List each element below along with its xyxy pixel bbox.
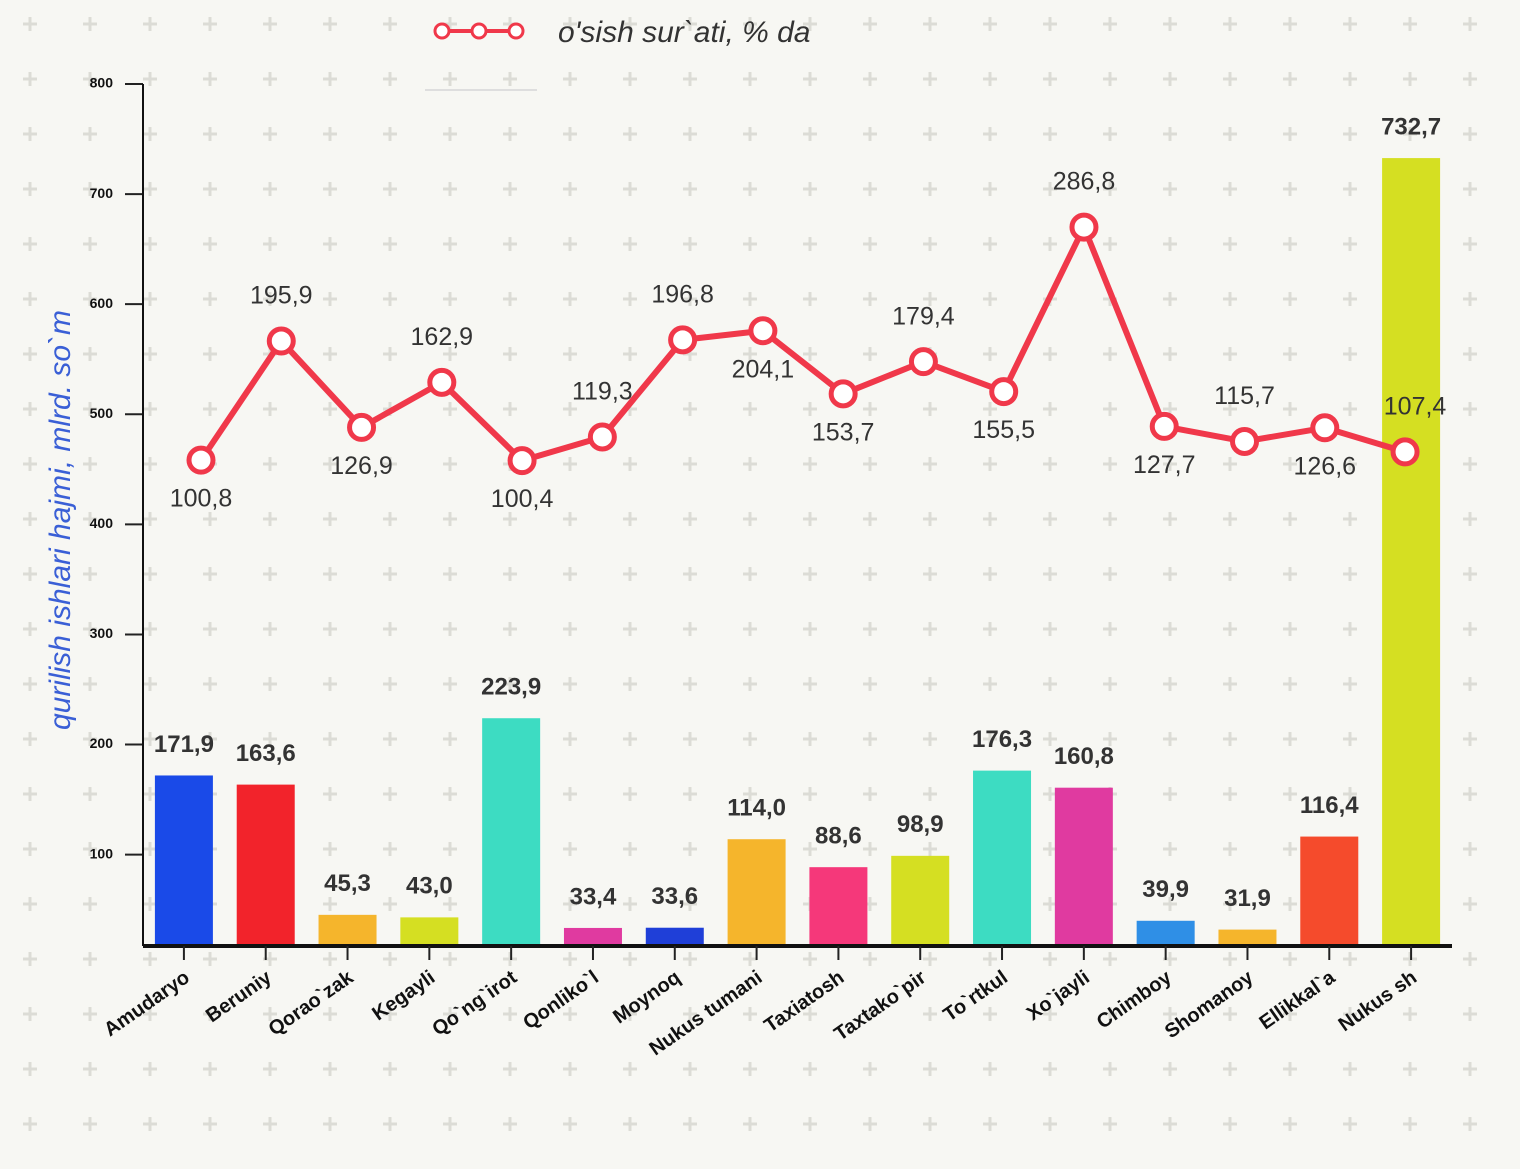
line-marker — [908, 347, 938, 377]
bar — [891, 855, 950, 946]
line-value-label: 204,1 — [732, 355, 795, 383]
bar — [1218, 929, 1277, 946]
bar-value-label: 163,6 — [236, 740, 296, 767]
bar-value-label: 31,9 — [1224, 885, 1271, 912]
bar-value-label: 33,4 — [570, 883, 617, 910]
bar — [809, 867, 868, 946]
line-value-label: 126,6 — [1293, 452, 1356, 480]
line-value-label: 196,8 — [651, 280, 714, 308]
line-marker — [1149, 411, 1179, 441]
legend-marker — [470, 22, 488, 40]
bar-value-label: 98,9 — [897, 811, 944, 838]
bar-value-label: 160,8 — [1054, 743, 1114, 770]
line-value-label: 107,4 — [1384, 392, 1447, 420]
bar — [1054, 787, 1113, 946]
line — [198, 224, 1406, 464]
line-value-label: 153,7 — [812, 418, 875, 446]
legend-marker — [433, 22, 451, 40]
line-marker — [668, 325, 698, 355]
line-marker — [427, 367, 457, 397]
line-value-label: 119,3 — [572, 378, 633, 406]
line-marker — [1390, 437, 1420, 467]
line-value-label: 286,8 — [1053, 168, 1116, 196]
y-tick-label: 800 — [90, 75, 114, 91]
line-marker — [828, 379, 858, 409]
bar — [154, 775, 213, 946]
bar-value-label: 176,3 — [972, 726, 1032, 753]
line-marker — [587, 422, 617, 452]
line-marker — [507, 446, 537, 476]
bar — [482, 718, 541, 946]
bar — [1300, 836, 1359, 946]
line-value-label: 155,5 — [972, 416, 1035, 444]
y-tick-label: 100 — [90, 845, 114, 861]
line-value-label: 126,9 — [330, 452, 393, 480]
bar-value-label: 114,0 — [727, 795, 786, 822]
bar-value-label: 45,3 — [324, 870, 371, 897]
bar-value-label: 39,9 — [1142, 876, 1189, 903]
bar-value-label: 223,9 — [481, 674, 541, 701]
bar-value-label: 171,9 — [154, 731, 214, 758]
line-marker — [1069, 212, 1099, 242]
line-value-label: 100,8 — [170, 485, 233, 513]
y-tick-label: 400 — [90, 515, 114, 531]
line-marker — [989, 377, 1019, 407]
y-tick-label: 500 — [90, 405, 114, 421]
y-tick-label: 700 — [90, 185, 114, 201]
line-marker — [266, 326, 296, 356]
line-value-label: 179,4 — [892, 302, 955, 330]
bar — [400, 917, 459, 946]
legend-label: o'sish sur`ati, % da — [558, 16, 811, 49]
bar — [563, 927, 622, 946]
line-value-label: 100,4 — [491, 485, 554, 513]
bar-value-label: 43,0 — [406, 873, 453, 900]
y-tick-label: 600 — [90, 295, 114, 311]
bar-value-label: 116,4 — [1300, 792, 1359, 819]
line-marker — [186, 445, 216, 475]
line-marker — [347, 412, 377, 442]
bar — [645, 927, 704, 946]
line-marker — [1230, 426, 1260, 456]
line-value-label: 127,7 — [1133, 451, 1196, 479]
bar — [973, 770, 1032, 946]
bar-value-label: 732,7 — [1381, 113, 1441, 140]
bar — [236, 784, 295, 946]
bar-value-label: 33,6 — [651, 883, 698, 910]
bar — [1136, 920, 1195, 946]
line-value-label: 195,9 — [250, 282, 313, 310]
bar — [318, 914, 377, 946]
y-tick-label: 200 — [90, 735, 114, 751]
line-value-label: 162,9 — [411, 323, 474, 351]
y-tick-label: 300 — [90, 625, 114, 641]
line-marker — [1310, 413, 1340, 443]
line-value-label: 115,7 — [1214, 382, 1275, 410]
bar-value-label: 88,6 — [815, 823, 862, 850]
bar — [1382, 158, 1441, 947]
line-marker — [748, 316, 778, 346]
bar — [727, 839, 786, 946]
legend-marker — [507, 22, 525, 40]
y-axis-label: qurilish ishlari hajmi, mlrd. so`m — [44, 310, 77, 730]
